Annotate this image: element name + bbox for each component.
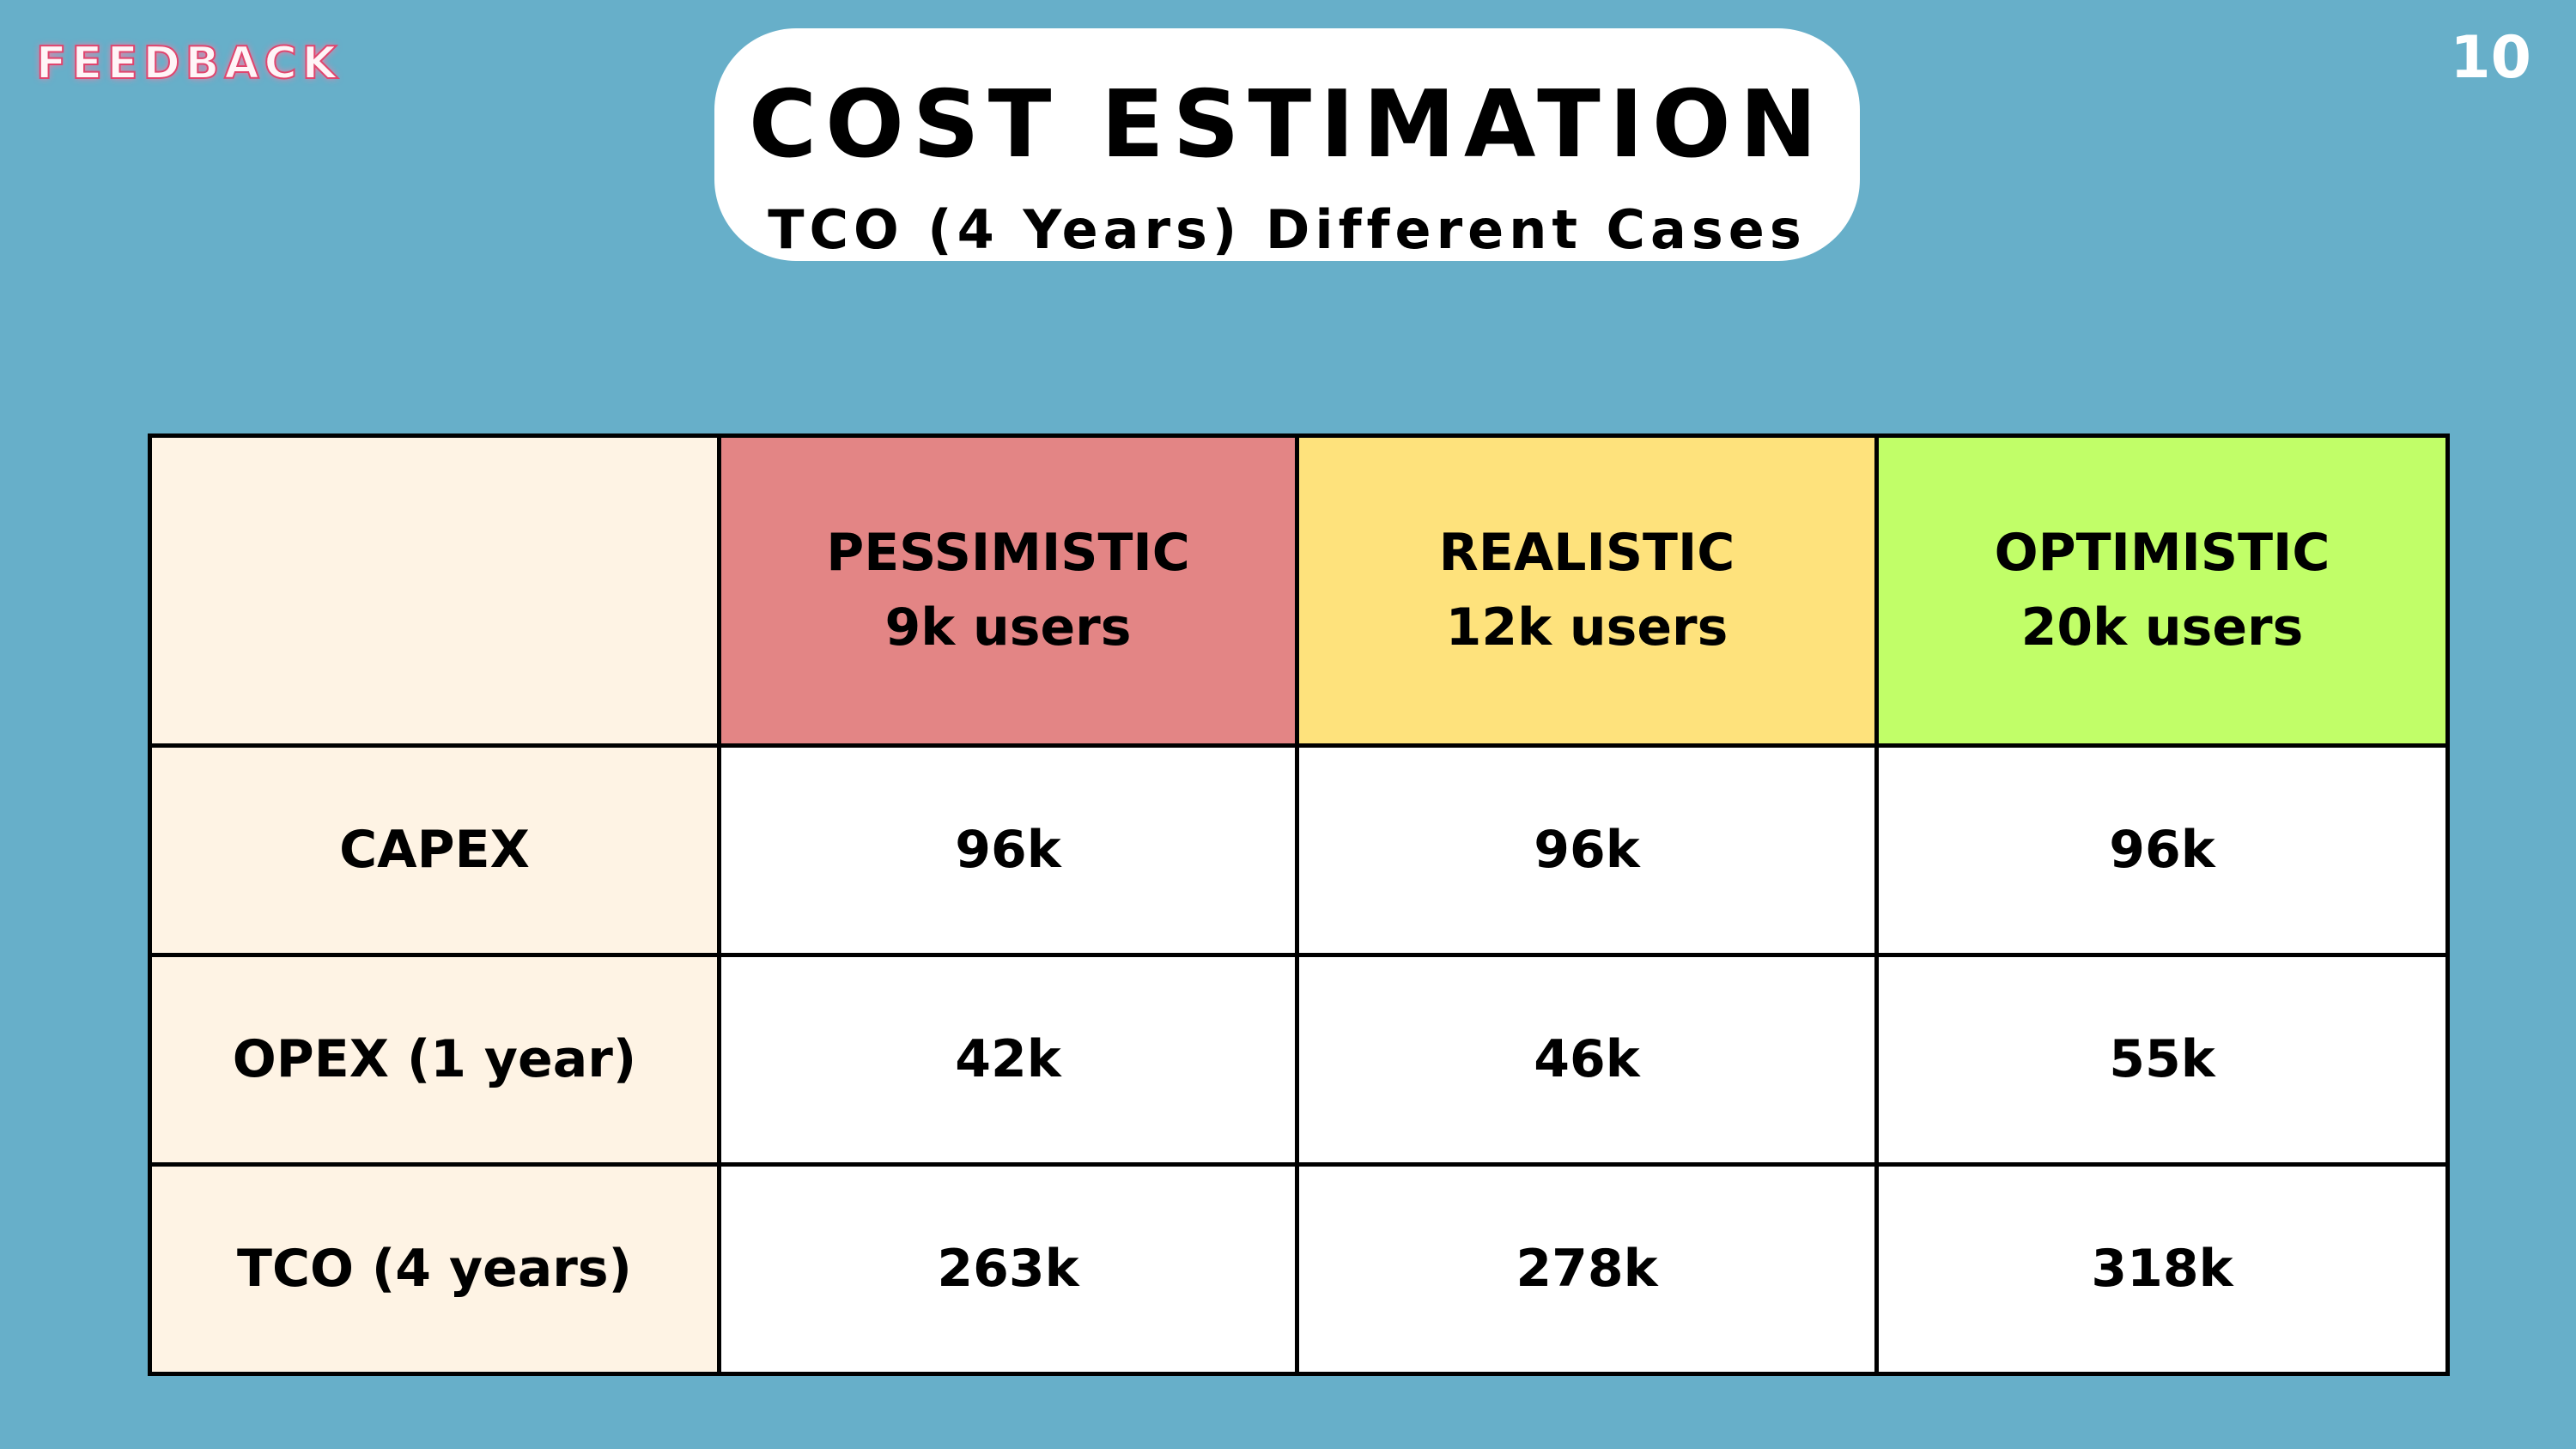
row-label: TCO (4 years) [148, 1162, 721, 1376]
column-name: REALISTIC [1438, 523, 1735, 583]
subtitle: TCO (4 Years) Different Cases [768, 198, 1807, 261]
column-name: PESSIMISTIC [826, 523, 1190, 583]
table-cell: 96k [1295, 743, 1879, 957]
table-row: CAPEX 96k 96k 96k [148, 743, 2450, 957]
header-row: PESSIMISTIC 9k users REALISTIC 12k users OPT… [148, 433, 2450, 748]
page-number: 10 [2450, 24, 2531, 92]
title: COST ESTIMATION [748, 71, 1826, 179]
column-header: OPTIMISTIC 20k users [1874, 433, 2450, 748]
column-users: 20k users [2020, 597, 2304, 658]
column-header: PESSIMISTIC 9k users [717, 433, 1299, 748]
table-cell: 278k [1295, 1162, 1879, 1376]
column-name: OPTIMISTIC [1994, 523, 2330, 583]
table-cell: 96k [1874, 743, 2450, 957]
title-box: COST ESTIMATION TCO (4 Years) Different … [714, 28, 1860, 261]
logo: FEEDBACK [35, 37, 343, 90]
column-header: REALISTIC 12k users [1295, 433, 1879, 748]
row-label: CAPEX [148, 743, 721, 957]
cost-table: PESSIMISTIC 9k users REALISTIC 12k users OPT… [148, 433, 2450, 1376]
table-cell: 96k [717, 743, 1299, 957]
column-users: 12k users [1445, 597, 1728, 658]
table-row: OPEX (1 year) 42k 46k 55k [148, 953, 2450, 1167]
table-cell: 318k [1874, 1162, 2450, 1376]
table-cell: 263k [717, 1162, 1299, 1376]
column-users: 9k users [884, 597, 1132, 658]
table-cell: 42k [717, 953, 1299, 1167]
table-cell: 55k [1874, 953, 2450, 1167]
row-label: OPEX (1 year) [148, 953, 721, 1167]
table-row: TCO (4 years) 263k 278k 318k [148, 1162, 2450, 1376]
corner-cell [148, 433, 721, 748]
table-cell: 46k [1295, 953, 1879, 1167]
